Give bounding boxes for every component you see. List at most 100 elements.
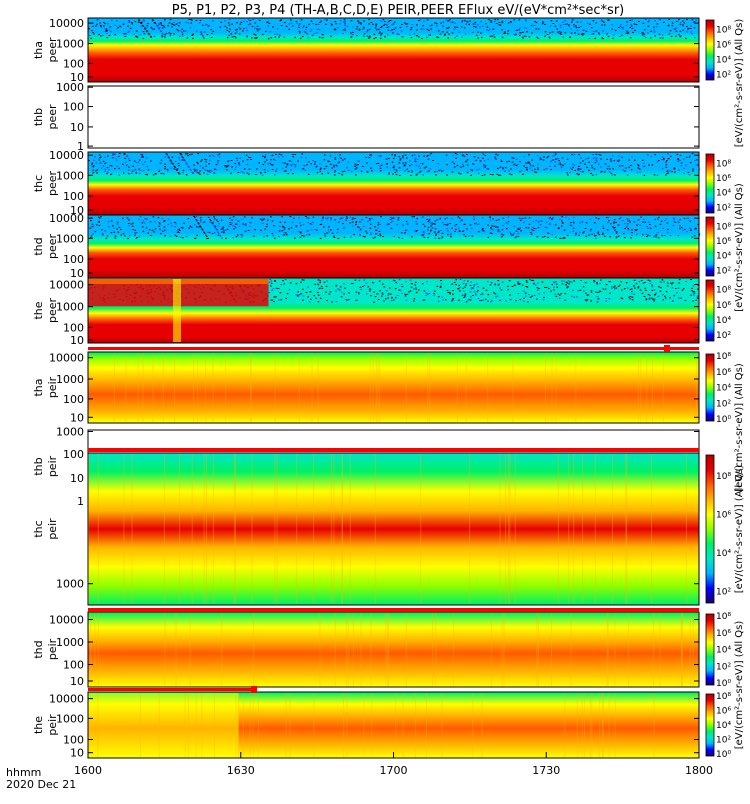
colorbar-tick-label: 10⁶ xyxy=(716,511,731,521)
y-tick-label: 1000 xyxy=(56,232,84,245)
y-tick-label: 10 xyxy=(70,121,84,134)
colorbar-unit-label: [eV/(cm²-s-sr-eV)] (All Qs) xyxy=(734,621,745,750)
colorbar-tick-label: 10⁸ xyxy=(716,286,731,296)
panel-label-probe: thc xyxy=(32,175,45,192)
colorbar-tick-label: 10⁶ xyxy=(716,707,731,717)
panel-thb-peer: 1000 100 10 1 thb peer xyxy=(32,81,700,153)
y-tick-label: 10000 xyxy=(49,693,84,706)
y-tick-label: 10000 xyxy=(49,17,84,30)
colorbar-thd-peer xyxy=(705,216,715,277)
y-tick-label: 1000 xyxy=(56,636,84,649)
data-flag-bar xyxy=(88,688,253,691)
colorbar-tick-label: 10⁸ xyxy=(716,352,731,362)
colorbar-tick-label: 10⁸ xyxy=(716,26,731,36)
y-tick-label: 100 xyxy=(63,734,84,747)
y-tick-label: 10000 xyxy=(49,614,84,627)
chart-title: P5, P1, P2, P3, P4 (TH-A,B,C,D,E) PEIR,P… xyxy=(172,3,625,18)
colorbar-tick-label: 10⁶ xyxy=(716,237,731,247)
y-tick-label: 10000 xyxy=(49,212,84,225)
y-tick-label: 1 xyxy=(77,140,84,153)
colorbar-thd-peir xyxy=(705,613,715,686)
colorbar-unit-label: [eV/(cm²-s-sr-eV)] (All Qs) xyxy=(734,183,745,312)
y-tick-label: 10000 xyxy=(49,352,84,365)
y-tick-label: 100 xyxy=(63,190,84,203)
y-tick-label: 1000 xyxy=(56,301,84,314)
colorbar-tick-label: 10² xyxy=(716,736,731,746)
date-label: 2020 Dec 21 xyxy=(6,778,76,791)
panel-label-product: peir xyxy=(46,638,59,660)
colorbar-tick-label: 10² xyxy=(716,266,731,276)
colorbar-tick-label: 10⁴ xyxy=(716,252,731,262)
y-tick-label: 1000 xyxy=(56,426,84,439)
colorbar-tick-label: 10⁰ xyxy=(716,679,731,689)
y-tick-label: 10000 xyxy=(49,149,84,162)
y-tick-label: 10 xyxy=(70,267,84,280)
colorbar-tick-label: 10² xyxy=(716,203,731,213)
y-tick-label: 1000 xyxy=(56,38,84,51)
x-tick-label: 1700 xyxy=(380,764,408,777)
y-tick-label: 10 xyxy=(70,71,84,84)
colorbar-the-peer xyxy=(705,279,715,342)
data-flag-bar xyxy=(88,608,699,612)
panel-label-product: peir xyxy=(46,518,59,540)
y-tick-label: 100 xyxy=(63,101,84,114)
panel-label-probe: thd xyxy=(32,640,45,658)
panel-label-product: peer xyxy=(46,171,59,197)
panel-label-probe: thb xyxy=(32,457,45,475)
data-flag-marker xyxy=(251,686,257,693)
colorbar-tick-label: 10⁴ xyxy=(716,646,731,656)
colorbar-tick-label: 10⁶ xyxy=(716,40,731,50)
spectrogram-thc-peir xyxy=(88,453,699,605)
panel-label-probe: tha xyxy=(32,378,45,396)
panel-label-probe: thd xyxy=(32,237,45,255)
y-tick-label: 1000 xyxy=(56,578,84,591)
time-format-label: hhmm xyxy=(6,766,41,779)
panel-tha-peir: 10000 1000 100 10 tha peir 10⁰ 10² 10⁴ 10⁶ 10⁸ xyxy=(32,351,731,425)
panel-label-product: peir xyxy=(46,714,59,736)
colorbar-tick-label: 10⁶ xyxy=(716,301,731,311)
y-tick-label: 1000 xyxy=(56,81,84,94)
colorbar-tick-label: 10⁰ xyxy=(716,750,731,760)
colorbar-tick-label: 10⁴ xyxy=(716,549,731,559)
data-flag-marker xyxy=(664,345,670,352)
y-tick-label: 1000 xyxy=(56,373,84,386)
y-tick-label: 100 xyxy=(63,393,84,406)
spectrogram-tha-peir xyxy=(88,352,699,423)
spectrogram-thd-peer xyxy=(88,215,699,278)
y-tick-label: 100 xyxy=(63,321,84,334)
y-tick-label: 10 xyxy=(70,411,84,424)
panel-frame xyxy=(87,85,700,149)
panel-label-product: peer xyxy=(46,37,59,63)
y-tick-label: 10 xyxy=(70,204,84,217)
panel-label-probe: the xyxy=(32,716,45,734)
colorbar-unit-label: [eV/(cm²-s-sr-eV)] (All Qs) xyxy=(734,19,745,148)
panel-label-probe: thb xyxy=(32,108,45,126)
panel-label-probe: thc xyxy=(32,520,45,537)
y-tick-label: 10 xyxy=(70,472,84,485)
y-tick-label: 1000 xyxy=(56,169,84,182)
y-tick-label: 10 xyxy=(70,675,84,688)
colorbar-thc-peer xyxy=(705,153,715,214)
panel-label-product: peer xyxy=(46,104,59,130)
colorbar-tick-label: 10⁸ xyxy=(716,222,731,232)
panel-label-probe: tha xyxy=(32,41,45,59)
colorbar-tick-label: 10² xyxy=(716,662,731,672)
x-tick-label: 1600 xyxy=(74,764,102,777)
x-tick-label: 1730 xyxy=(532,764,560,777)
panel-label-probe: the xyxy=(32,301,45,319)
panel-label-product: peer xyxy=(46,234,59,260)
x-tick-label: 1800 xyxy=(685,764,713,777)
colorbar-tick-label: 10⁴ xyxy=(716,384,731,394)
y-tick-label: 10 xyxy=(70,747,84,760)
y-tick-label: 10000 xyxy=(49,279,84,292)
y-tick-label: 100 xyxy=(63,253,84,266)
colorbar-tick-label: 10² xyxy=(716,70,731,80)
colorbar-tick-label: 10⁶ xyxy=(716,629,731,639)
data-flag-bar xyxy=(88,448,699,452)
